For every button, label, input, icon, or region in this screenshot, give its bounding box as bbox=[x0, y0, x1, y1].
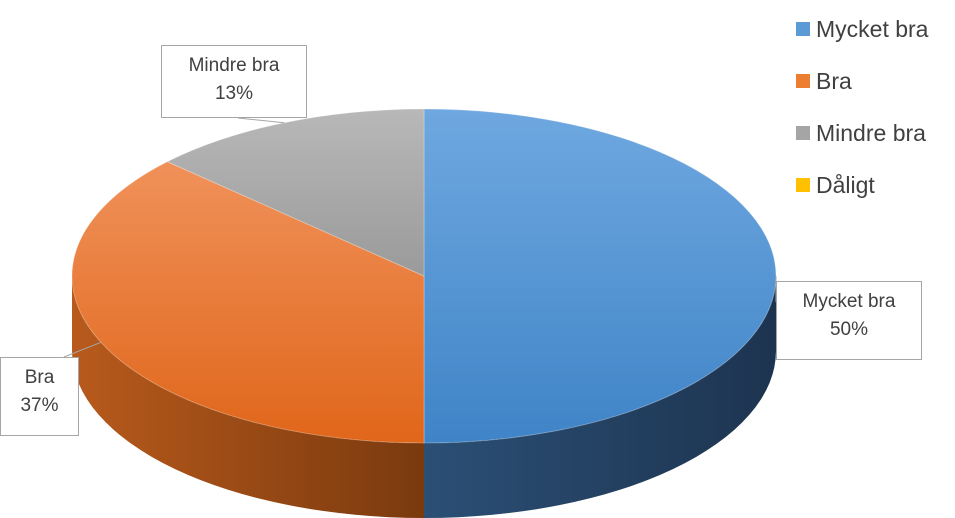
legend-swatch bbox=[796, 74, 810, 88]
pie-side-bra bbox=[72, 276, 424, 518]
legend-label: Mycket bra bbox=[816, 15, 929, 42]
legend-item-bra: Bra bbox=[796, 64, 928, 98]
legend-swatch bbox=[796, 126, 810, 140]
legend-item-mindre-bra: Mindre bra bbox=[796, 116, 928, 150]
data-label-category: Bra bbox=[24, 367, 55, 388]
legend: Mycket bra Bra Mindre bra Dåligt bbox=[796, 12, 928, 220]
leader-line-mindre-bra bbox=[237, 117, 285, 124]
leader-line-bra bbox=[63, 341, 102, 358]
data-label-mindre-bra: Mindre bra 13% bbox=[161, 45, 307, 118]
data-label-category: Mindre bra bbox=[188, 55, 280, 76]
pie-slice-bra bbox=[71, 161, 425, 444]
legend-swatch bbox=[796, 178, 810, 192]
legend-item-daligt: Dåligt bbox=[796, 168, 928, 202]
legend-label: Mindre bra bbox=[816, 119, 926, 146]
data-label-mycket-bra: Mycket bra 50% bbox=[776, 281, 922, 360]
legend-label: Bra bbox=[816, 67, 852, 94]
data-label-bra: Bra 37% bbox=[0, 357, 79, 436]
data-label-percent: 50% bbox=[829, 319, 869, 340]
pie-tops bbox=[71, 108, 777, 444]
legend-label: Dåligt bbox=[816, 171, 875, 198]
pie-slice-mindre-bra bbox=[166, 108, 425, 277]
pie-side-mycket-bra bbox=[424, 276, 776, 518]
pie-sides bbox=[72, 276, 776, 518]
data-label-category: Mycket bra bbox=[802, 291, 896, 312]
legend-swatch bbox=[796, 22, 810, 36]
legend-item-mycket-bra: Mycket bra bbox=[796, 12, 928, 46]
data-label-percent: 37% bbox=[20, 395, 59, 416]
data-label-percent: 13% bbox=[214, 83, 254, 104]
